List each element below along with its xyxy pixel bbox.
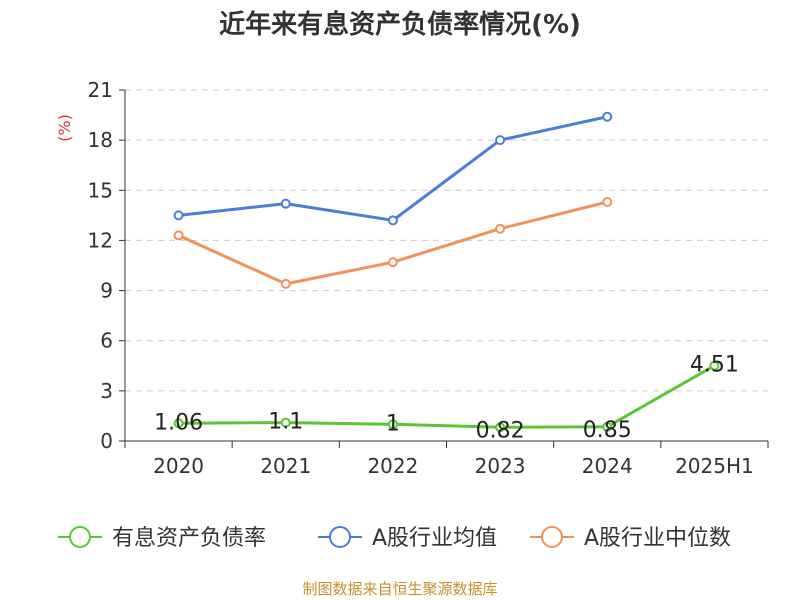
series-lines xyxy=(173,111,720,433)
data-label: 1.06 xyxy=(154,410,203,435)
data-label: 0.85 xyxy=(583,418,632,443)
series-line-0 xyxy=(178,364,716,429)
grid-lines xyxy=(125,89,768,392)
x-tick-label: 2023 xyxy=(475,454,526,478)
data-point xyxy=(173,230,184,241)
y-tick-label: 18 xyxy=(88,128,113,152)
y-tick-label: 9 xyxy=(100,279,113,303)
data-point xyxy=(602,421,613,432)
legend: 有息资产负债率 A股行业均值 A股行业中位数 xyxy=(58,526,731,551)
data-label: 0.82 xyxy=(476,418,525,443)
legend-swatch-marker xyxy=(541,526,563,548)
data-point xyxy=(280,198,291,209)
x-tick-label: 2024 xyxy=(582,454,633,478)
data-point xyxy=(495,135,506,146)
data-point xyxy=(173,210,184,221)
data-point xyxy=(280,417,291,428)
x-tick-label: 2025H1 xyxy=(675,454,754,478)
legend-entry-1: A股行业均值 xyxy=(372,526,497,551)
data-point xyxy=(387,257,398,268)
data-point xyxy=(173,418,184,429)
y-tick-label: 12 xyxy=(88,228,113,252)
x-tick-label: 2020 xyxy=(153,454,204,478)
data-point xyxy=(387,419,398,430)
axes: 0 3 6 9 12 15 18 21 2020 2021 2022 2023 2024 2025H1 (%… xyxy=(55,78,769,478)
data-label: 1.1 xyxy=(268,410,303,435)
data-label: 4.51 xyxy=(690,353,739,378)
data-label: 1 xyxy=(386,411,400,436)
data-point xyxy=(387,215,398,226)
legend-entry-2: A股行业中位数 xyxy=(584,526,731,551)
data-point xyxy=(709,360,720,371)
data-point xyxy=(495,223,506,234)
series-line-1 xyxy=(178,115,608,222)
data-labels: 1.06 1.1 1 0.82 0.85 4.51 xyxy=(154,353,739,444)
y-axis-label: (%) xyxy=(55,114,74,142)
y-tick-label: 3 xyxy=(100,379,113,403)
legend-swatch-marker xyxy=(329,526,351,548)
y-tick-label: 6 xyxy=(100,329,113,353)
y-tick-label: 0 xyxy=(100,429,113,453)
data-point xyxy=(495,422,506,433)
data-point xyxy=(602,196,613,207)
legend-swatch-marker xyxy=(69,526,91,548)
y-tick-label: 21 xyxy=(88,78,113,102)
y-tick-label: 15 xyxy=(88,178,113,202)
data-point xyxy=(280,278,291,289)
source-note: 制图数据来自恒生聚源数据库 xyxy=(302,580,498,598)
data-point xyxy=(602,111,613,122)
x-tick-label: 2022 xyxy=(367,454,418,478)
chart-title: 近年来有息资产负债率情况(%) xyxy=(219,10,581,40)
legend-entry-0: 有息资产负债率 xyxy=(112,526,266,551)
series-line-2 xyxy=(177,200,608,286)
x-tick-label: 2021 xyxy=(260,454,311,478)
